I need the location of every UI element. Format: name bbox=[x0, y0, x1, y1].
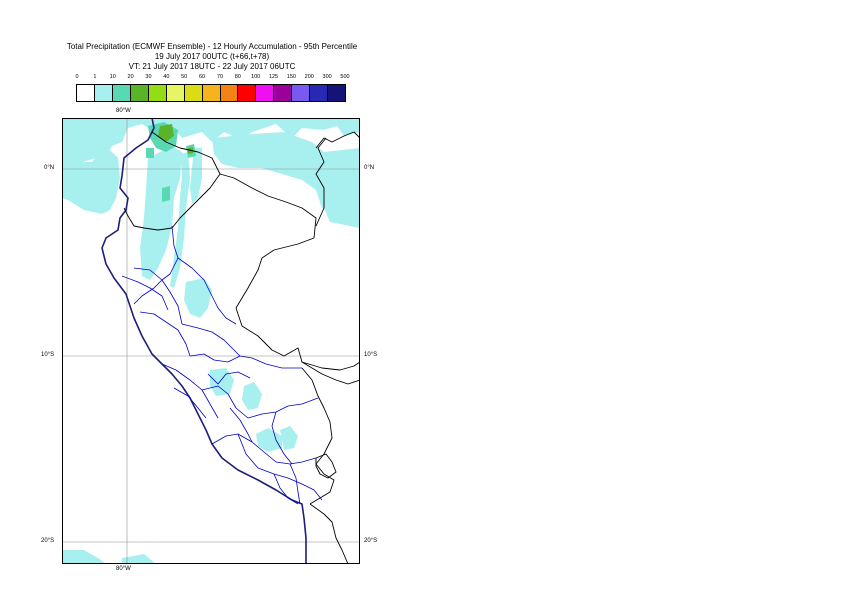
admin-8 bbox=[201, 385, 319, 419]
legend-swatch bbox=[94, 85, 113, 101]
country-borders bbox=[123, 131, 360, 564]
admin-10 bbox=[237, 433, 323, 501]
legend-tick-label: 10 bbox=[109, 74, 116, 80]
lon-label-top: 80°W bbox=[116, 108, 131, 114]
legend-labels: 0 1 10 20 30 40 50 60 70 80 100 125 150 200 300 500 bbox=[75, 74, 350, 83]
title-line-1: Total Precipitation (ECMWF Ensemble) - 1… bbox=[66, 42, 358, 51]
admin-12 bbox=[121, 275, 169, 311]
legend-swatch bbox=[220, 85, 239, 101]
precip-streak-a bbox=[170, 152, 190, 288]
admin-boundaries bbox=[121, 225, 323, 505]
precip-high-north bbox=[158, 124, 174, 142]
map-title: Total Precipitation (ECMWF Ensemble) - 1… bbox=[0, 42, 424, 72]
admin-11 bbox=[271, 411, 293, 465]
precip-mid-spot-2 bbox=[146, 148, 154, 158]
precip-cusco-patch-2 bbox=[242, 382, 262, 410]
lat-label-left-0: 0°N bbox=[44, 165, 55, 171]
admin-4 bbox=[181, 323, 241, 357]
border-peru-bolivia bbox=[301, 367, 335, 505]
border-ecuador-peru bbox=[123, 173, 221, 231]
legend-swatch bbox=[202, 85, 221, 101]
precip-north-band bbox=[62, 118, 360, 170]
precip-south-patch bbox=[256, 428, 282, 452]
admin-2 bbox=[177, 257, 237, 325]
precip-west-ecuador bbox=[62, 148, 120, 214]
precip-streak-b bbox=[190, 148, 202, 204]
precip-light-areas bbox=[62, 118, 360, 564]
precip-east-strip bbox=[317, 162, 360, 228]
legend-tick-label: 30 bbox=[145, 74, 152, 80]
legend-tick-label: 200 bbox=[304, 74, 314, 80]
lat-label-right-10s: 10°S bbox=[364, 352, 378, 358]
map-frame bbox=[62, 118, 360, 564]
border-bolivia-chile bbox=[309, 503, 349, 564]
legend-swatch bbox=[184, 85, 203, 101]
precip-southeast-patch bbox=[280, 426, 298, 450]
admin-17 bbox=[273, 473, 299, 505]
legend-swatch bbox=[148, 85, 167, 101]
border-bolivia-brazil bbox=[301, 361, 360, 385]
legend-swatch bbox=[292, 85, 311, 101]
legend-tick-label: 100 bbox=[251, 74, 261, 80]
border-colombia-peru-brazil bbox=[219, 173, 317, 239]
legend-bar bbox=[76, 84, 346, 102]
legend-tick-label: 20 bbox=[127, 74, 134, 80]
legend-swatch bbox=[77, 85, 95, 101]
admin-13 bbox=[207, 371, 251, 385]
border-venezuela-brazil bbox=[315, 131, 360, 149]
lat-label-right-20s: 20°S bbox=[364, 538, 378, 544]
coastlines bbox=[101, 118, 307, 564]
legend-swatch bbox=[130, 85, 149, 101]
precip-s-bottom bbox=[122, 554, 156, 564]
legend-swatch bbox=[166, 85, 185, 101]
legend-tick-label: 80 bbox=[234, 74, 241, 80]
legend-tick-label: 40 bbox=[163, 74, 170, 80]
title-line-2: 19 July 2017 00UTC (t+66,t+78) bbox=[154, 52, 270, 61]
title-line-3: VT: 21 July 2017 18UTC - 22 July 2017 06… bbox=[128, 62, 296, 71]
lat-label-right-0: 0°N bbox=[364, 165, 375, 171]
legend-tick-label: 60 bbox=[199, 74, 206, 80]
admin-15 bbox=[229, 407, 253, 443]
legend-tick-label: 150 bbox=[286, 74, 296, 80]
legend-swatch bbox=[238, 85, 257, 101]
graticule bbox=[62, 118, 360, 564]
legend-tick-label: 300 bbox=[322, 74, 332, 80]
admin-1 bbox=[133, 225, 179, 305]
admin-3 bbox=[133, 267, 183, 325]
precip-sw-corner bbox=[62, 550, 106, 564]
border-peru-brazil bbox=[235, 237, 360, 371]
color-legend: 0 1 10 20 30 40 50 60 70 80 100 125 150 200 300 500 bbox=[75, 74, 350, 102]
legend-tick-label: 0 bbox=[75, 74, 79, 80]
legend-swatch bbox=[256, 85, 275, 101]
lake-titicaca bbox=[315, 453, 337, 479]
legend-swatch bbox=[328, 85, 346, 101]
legend-swatch bbox=[274, 85, 293, 101]
precip-mid-spot-3 bbox=[162, 186, 170, 202]
legend-swatch bbox=[310, 85, 329, 101]
precip-cusco-patch-1 bbox=[210, 368, 234, 396]
legend-swatch bbox=[112, 85, 131, 101]
admin-5 bbox=[139, 311, 191, 357]
legend-tick-label: 500 bbox=[340, 74, 350, 80]
coastline-ecuador-peru bbox=[101, 118, 307, 564]
border-colombia-venezuela bbox=[315, 137, 327, 227]
admin-6 bbox=[189, 353, 302, 369]
legend-tick-label: 125 bbox=[268, 74, 279, 80]
legend-tick-label: 50 bbox=[181, 74, 188, 80]
border-colombia-ecuador bbox=[151, 131, 221, 175]
admin-7 bbox=[161, 363, 219, 419]
lat-label-left-10s: 10°S bbox=[41, 352, 55, 358]
admin-9 bbox=[211, 433, 317, 465]
legend-tick-label: 1 bbox=[93, 74, 97, 80]
map-panel: 80°W 80°W 0°N 0°N 10°S 10°S 20°S 20°S bbox=[41, 108, 377, 572]
admin-16 bbox=[289, 463, 301, 505]
admin-14 bbox=[173, 387, 207, 419]
lon-label-bottom: 80°W bbox=[116, 566, 131, 572]
precip-northwest-peru bbox=[140, 146, 182, 280]
precip-central-patch bbox=[184, 278, 212, 318]
precipitation-map bbox=[62, 118, 360, 564]
lat-label-left-20s: 20°S bbox=[41, 538, 55, 544]
legend-tick-label: 70 bbox=[216, 74, 223, 80]
